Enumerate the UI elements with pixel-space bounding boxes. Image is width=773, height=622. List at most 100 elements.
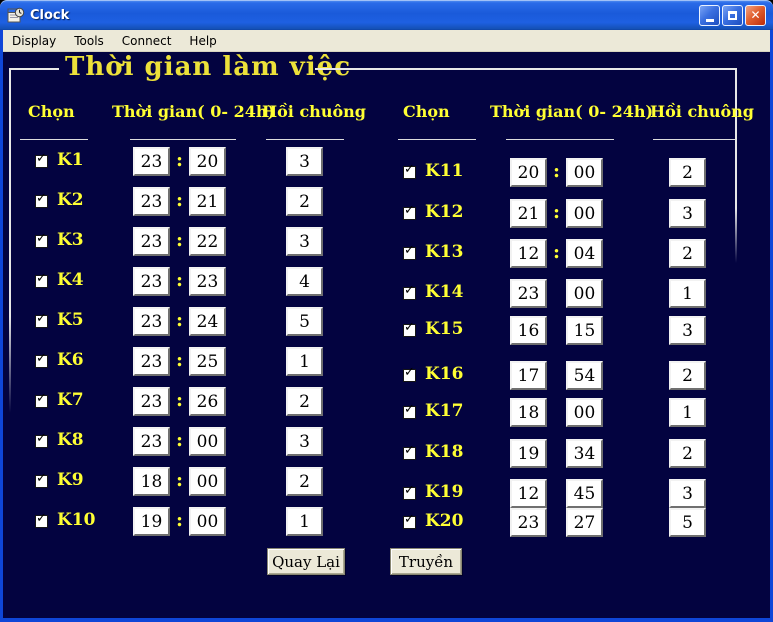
- menu-tools[interactable]: Tools: [74, 33, 104, 48]
- k11-minute-input[interactable]: [566, 158, 603, 187]
- k8-minute-input[interactable]: [189, 427, 226, 456]
- k8-bell-input[interactable]: [286, 427, 323, 456]
- k5-bell-input[interactable]: [286, 307, 323, 336]
- time-separator: :: [176, 269, 184, 291]
- k5-minute-input[interactable]: [189, 307, 226, 336]
- k12-bell-input[interactable]: [669, 199, 706, 228]
- k18-hour-input[interactable]: [510, 439, 547, 468]
- k14-checkbox[interactable]: ✓: [403, 283, 416, 300]
- k20-checkbox[interactable]: ✓: [403, 512, 416, 529]
- k17-checkbox[interactable]: ✓: [403, 402, 416, 419]
- k19-checkbox[interactable]: ✓: [403, 483, 416, 500]
- k20-minute-input[interactable]: [566, 508, 603, 537]
- k19-hour-input[interactable]: [510, 479, 547, 508]
- k16-label: K16: [425, 364, 464, 384]
- k15-hour-input[interactable]: [510, 316, 547, 345]
- k6-minute-input[interactable]: [189, 347, 226, 376]
- k5-checkbox[interactable]: ✓: [35, 311, 48, 328]
- titlebar[interactable]: Clock ✕: [0, 0, 773, 30]
- k7-checkbox[interactable]: ✓: [35, 391, 48, 408]
- k14-hour-input[interactable]: [510, 279, 547, 308]
- k1-bell-input[interactable]: [286, 147, 323, 176]
- k4-hour-input[interactable]: [133, 267, 170, 296]
- k8-hour-input[interactable]: [133, 427, 170, 456]
- k18-checkbox[interactable]: ✓: [403, 443, 416, 460]
- k16-minute-input[interactable]: [566, 361, 603, 390]
- k11-checkbox[interactable]: ✓: [403, 162, 416, 179]
- k13-minute-input[interactable]: [566, 239, 603, 268]
- k17-bell-input[interactable]: [669, 398, 706, 427]
- k15-minute-input[interactable]: [566, 316, 603, 345]
- k9-hour-input[interactable]: [133, 467, 170, 496]
- k4-bell-input[interactable]: [286, 267, 323, 296]
- k3-hour-input[interactable]: [133, 227, 170, 256]
- k10-label: K10: [57, 510, 96, 530]
- k20-bell-input[interactable]: [669, 508, 706, 537]
- k14-minute-input[interactable]: [566, 279, 603, 308]
- k9-checkbox[interactable]: ✓: [35, 471, 48, 488]
- k2-minute-input[interactable]: [189, 187, 226, 216]
- k9-minute-input[interactable]: [189, 467, 226, 496]
- k8-checkbox[interactable]: ✓: [35, 431, 48, 448]
- k1-hour-input[interactable]: [133, 147, 170, 176]
- maximize-button[interactable]: [722, 4, 743, 26]
- k10-hour-input[interactable]: [133, 507, 170, 536]
- k15-bell-input[interactable]: [669, 316, 706, 345]
- k10-bell-input[interactable]: [286, 507, 323, 536]
- menu-connect[interactable]: Connect: [121, 33, 172, 48]
- k15-checkbox[interactable]: ✓: [403, 320, 416, 337]
- k6-hour-input[interactable]: [133, 347, 170, 376]
- app-icon[interactable]: [7, 6, 25, 24]
- k12-minute-input[interactable]: [566, 199, 603, 228]
- close-button[interactable]: ✕: [745, 4, 766, 26]
- k10-checkbox[interactable]: ✓: [35, 511, 48, 528]
- k7-hour-input[interactable]: [133, 387, 170, 416]
- k2-checkbox[interactable]: ✓: [35, 191, 48, 208]
- k3-checkbox[interactable]: ✓: [35, 231, 48, 248]
- k13-hour-input[interactable]: [510, 239, 547, 268]
- k16-checkbox[interactable]: ✓: [403, 365, 416, 382]
- k4-checkbox[interactable]: ✓: [35, 271, 48, 288]
- time-separator: :: [176, 229, 184, 251]
- minimize-button[interactable]: [699, 4, 720, 26]
- k19-bell-input[interactable]: [669, 479, 706, 508]
- k19-minute-input[interactable]: [566, 479, 603, 508]
- header-underline: [130, 139, 236, 140]
- k16-bell-input[interactable]: [669, 361, 706, 390]
- back-button[interactable]: Quay Lại: [267, 548, 345, 575]
- k20-hour-input[interactable]: [510, 508, 547, 537]
- k17-hour-input[interactable]: [510, 398, 547, 427]
- send-button[interactable]: Truyền: [390, 548, 462, 575]
- k7-bell-input[interactable]: [286, 387, 323, 416]
- menu-help[interactable]: Help: [189, 33, 217, 48]
- header-underline: [653, 139, 735, 140]
- close-icon: ✕: [750, 8, 761, 22]
- k14-bell-input[interactable]: [669, 279, 706, 308]
- time-separator: :: [176, 349, 184, 371]
- k6-checkbox[interactable]: ✓: [35, 351, 48, 368]
- k18-minute-input[interactable]: [566, 439, 603, 468]
- k16-hour-input[interactable]: [510, 361, 547, 390]
- k7-minute-input[interactable]: [189, 387, 226, 416]
- k3-minute-input[interactable]: [189, 227, 226, 256]
- k9-bell-input[interactable]: [286, 467, 323, 496]
- k12-checkbox[interactable]: ✓: [403, 203, 416, 220]
- k11-bell-input[interactable]: [669, 158, 706, 187]
- k6-bell-input[interactable]: [286, 347, 323, 376]
- k5-hour-input[interactable]: [133, 307, 170, 336]
- k3-bell-input[interactable]: [286, 227, 323, 256]
- k4-minute-input[interactable]: [189, 267, 226, 296]
- k13-checkbox[interactable]: ✓: [403, 243, 416, 260]
- k13-bell-input[interactable]: [669, 239, 706, 268]
- k12-hour-input[interactable]: [510, 199, 547, 228]
- k10-minute-input[interactable]: [189, 507, 226, 536]
- k12-label: K12: [425, 202, 464, 222]
- k1-minute-input[interactable]: [189, 147, 226, 176]
- k11-hour-input[interactable]: [510, 158, 547, 187]
- k1-checkbox[interactable]: ✓: [35, 151, 48, 168]
- k17-minute-input[interactable]: [566, 398, 603, 427]
- k2-bell-input[interactable]: [286, 187, 323, 216]
- k2-hour-input[interactable]: [133, 187, 170, 216]
- menu-display[interactable]: Display: [12, 33, 57, 48]
- k18-bell-input[interactable]: [669, 439, 706, 468]
